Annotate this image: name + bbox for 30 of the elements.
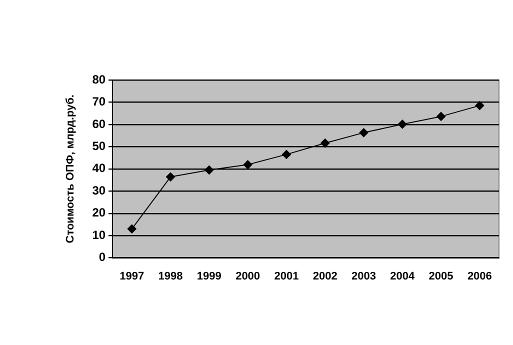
point — [436, 112, 446, 121]
x-tick-label: 2001 — [274, 270, 299, 282]
point — [204, 166, 214, 175]
y-tick-label: 20 — [92, 206, 106, 220]
y-tick-label: 30 — [92, 183, 106, 198]
y-tick-label: 80 — [92, 72, 106, 86]
y-tick-label: 40 — [92, 161, 106, 176]
point — [398, 120, 407, 129]
x-tick-label: 2004 — [390, 270, 416, 282]
point — [320, 138, 330, 148]
y-tick-label: 70 — [92, 94, 106, 109]
point — [359, 128, 368, 138]
point — [475, 101, 484, 110]
x-tick-label: 1998 — [158, 270, 183, 282]
point — [243, 160, 252, 170]
y-tick-label: 10 — [92, 228, 106, 242]
x-tick-label: 2000 — [236, 270, 260, 282]
y-tick-label: 0 — [98, 250, 106, 264]
point — [282, 150, 291, 159]
x-tick-label: 2002 — [312, 270, 338, 282]
x-tick-label: 2003 — [352, 270, 376, 282]
y-tick-label: 60 — [92, 116, 106, 131]
x-tick-label: 1999 — [196, 270, 222, 282]
x-tick-label: 2006 — [467, 270, 492, 282]
x-tick-label: 2005 — [428, 270, 454, 282]
y-tick-label: 50 — [92, 138, 106, 153]
point — [127, 224, 136, 234]
point — [166, 172, 176, 182]
x-tick-label: 1997 — [120, 270, 144, 282]
y-axis-title: Стоимость ОПФ, млрд.руб. — [64, 94, 77, 244]
